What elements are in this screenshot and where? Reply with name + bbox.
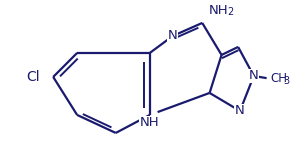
Text: NH: NH (140, 116, 159, 129)
Text: N: N (235, 104, 245, 117)
Text: 2: 2 (228, 7, 234, 17)
Text: 3: 3 (284, 76, 290, 86)
Text: NH: NH (209, 4, 228, 17)
Text: Cl: Cl (26, 70, 40, 84)
Text: N: N (168, 29, 178, 42)
Text: N: N (249, 69, 259, 82)
Text: CH: CH (271, 72, 288, 85)
